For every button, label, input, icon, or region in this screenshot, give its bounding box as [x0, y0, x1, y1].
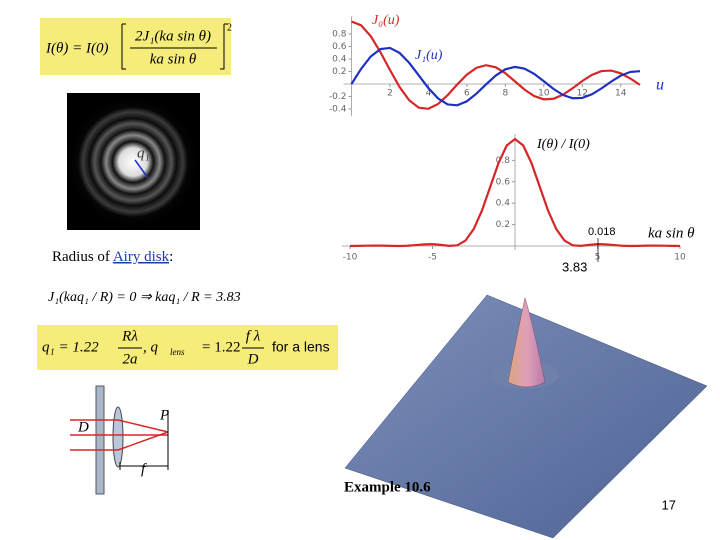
lens-den: D: [247, 351, 259, 367]
lens: [112, 406, 124, 468]
x-tick-label: 8: [502, 89, 508, 99]
x-tick-label: 2: [387, 89, 393, 99]
formula-zero: J₁(kaq₁ / R) = 0 ⇒ kaq₁ / R = 3.83: [48, 290, 241, 305]
y-tick-label: -0.4: [329, 104, 347, 114]
radius-arrow: [134, 159, 149, 179]
ray: [70, 419, 169, 433]
radius-suffix: :: [169, 249, 173, 265]
bracket: [121, 23, 228, 70]
radius-prefix: Radius of: [52, 249, 113, 265]
y-tick-label: 0.2: [496, 220, 510, 230]
radius-text: Radius of Airy disk:: [52, 249, 173, 265]
legend-label: J₀(u): [372, 13, 400, 28]
aperture: [95, 385, 105, 495]
surface-plot: [344, 294, 708, 539]
series-line: [349, 137, 681, 248]
formula-lhs: I(θ) = I(0): [45, 40, 108, 56]
y-tick-label: 0.4: [496, 199, 511, 209]
y-tick-label: 0.8: [332, 29, 347, 39]
series-line: [351, 20, 641, 110]
example-label: Example 10.6: [344, 479, 431, 495]
x-tick-label: 5: [595, 253, 601, 263]
airy-disk-link[interactable]: Airy disk: [113, 249, 170, 265]
p-label: P: [159, 407, 169, 423]
ray: [70, 431, 169, 451]
x-tick-label: 10: [674, 253, 686, 263]
formula-box: [40, 18, 231, 75]
x-tick-label: 14: [615, 89, 627, 99]
d-label: D: [77, 419, 89, 435]
formula-numerator: 2J₁(ka sin θ): [135, 28, 211, 44]
formula-box: [37, 325, 338, 370]
page-number: 17: [662, 497, 676, 512]
y-tick-label: 0.6: [332, 42, 347, 52]
q-den: 2a: [123, 351, 138, 367]
chart-title: I(θ) / I(0): [536, 137, 590, 152]
f-label: f: [141, 461, 147, 477]
annotation: 0.018: [588, 226, 616, 238]
series-line: [350, 46, 641, 107]
formula-exponent: 2: [227, 22, 232, 33]
x-tick-label: 10: [538, 89, 550, 99]
lens-note: for a lens: [272, 339, 330, 355]
y-tick-label: 0.8: [496, 156, 511, 166]
airy-pattern: [69, 98, 197, 226]
rays: [70, 419, 169, 451]
lens-eq: = 1.22: [202, 339, 240, 355]
x-tick-label: -5: [428, 253, 437, 263]
x-axis-label: ka sin θ: [648, 225, 695, 241]
x-tick-label: 12: [577, 89, 588, 99]
focal-length: [119, 462, 168, 470]
airy-label: q₁: [137, 145, 150, 161]
formula-denominator: ka sin θ: [150, 51, 197, 67]
x-tick-label: -10: [343, 253, 358, 263]
x-tick-label: 6: [464, 89, 470, 99]
annotation: 3.83: [562, 259, 587, 274]
y-tick-label: -0.2: [329, 92, 347, 102]
legend-label: J₁(u): [415, 48, 443, 63]
x-tick-label: 4: [426, 89, 432, 99]
q-num: Rλ: [121, 328, 138, 344]
lens-sub: lens: [170, 347, 185, 357]
lens-num: f λ: [246, 328, 261, 344]
surface-peak: [507, 297, 546, 388]
y-tick-label: 0.4: [332, 54, 347, 64]
q-lhs: q₁ = 1.22: [42, 339, 99, 355]
lens-lhs: , q: [143, 339, 159, 355]
x-axis-label: u: [656, 77, 664, 94]
y-tick-label: 0.6: [496, 177, 511, 187]
y-tick-label: 0.2: [332, 67, 346, 77]
